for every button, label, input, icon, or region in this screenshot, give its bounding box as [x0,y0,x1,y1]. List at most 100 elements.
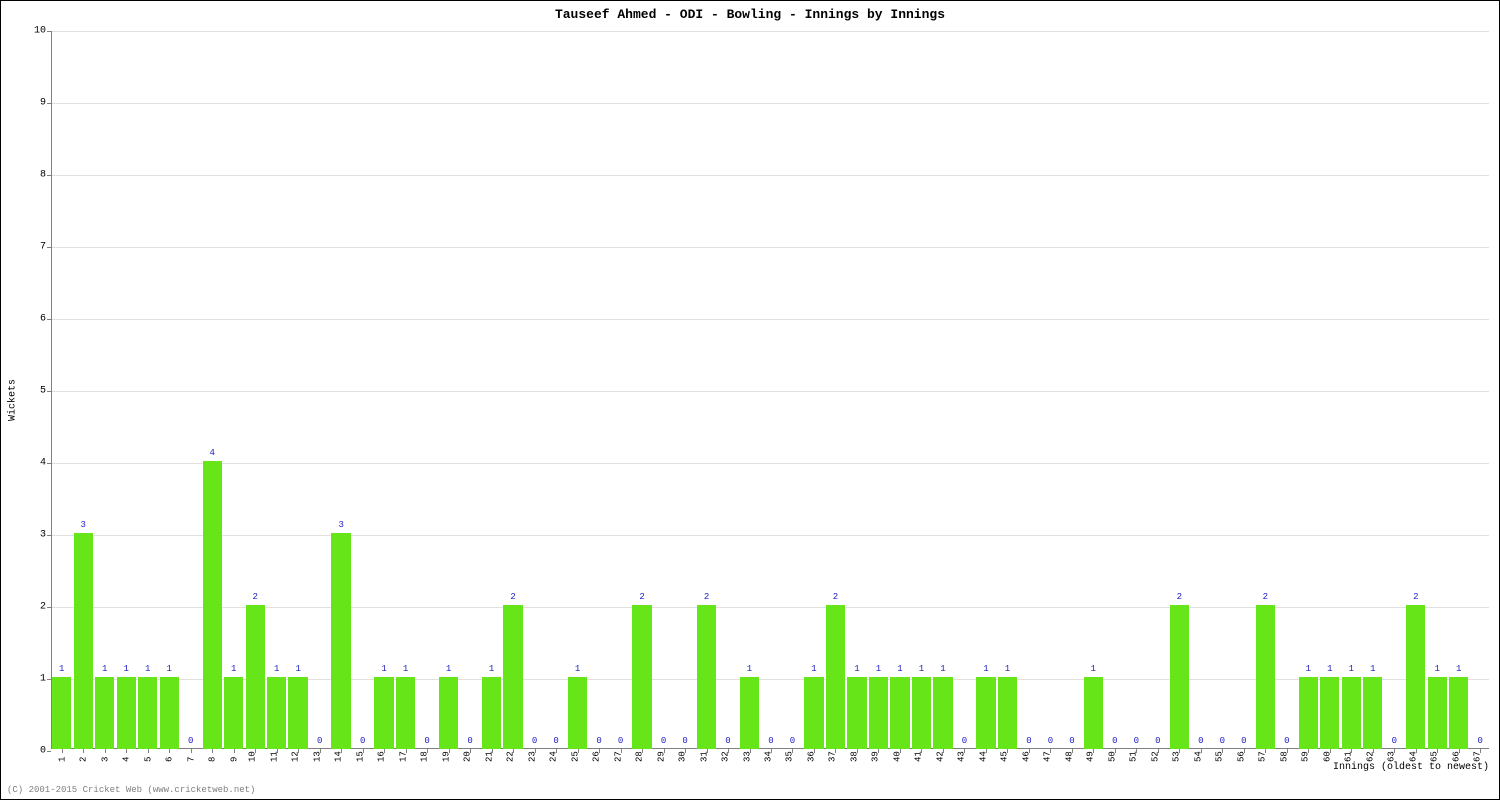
x-tick-label: 5 [143,757,153,762]
bar-value-label: 0 [317,736,322,746]
x-tick-label: 49 [1086,751,1096,762]
bar-value-label: 1 [381,664,386,674]
bar [804,677,823,749]
gridline [51,175,1489,176]
x-tick-label: 27 [613,751,623,762]
bar-value-label: 1 [811,664,816,674]
y-tick-mark [47,751,51,752]
bar-value-label: 0 [1112,736,1117,746]
bar-value-label: 0 [1048,736,1053,746]
x-tick-label: 37 [828,751,838,762]
bar-value-label: 2 [704,592,709,602]
chart-title: Tauseef Ahmed - ODI - Bowling - Innings … [1,7,1499,22]
bar [697,605,716,749]
x-tick-mark [105,749,106,753]
bar-value-label: 0 [532,736,537,746]
bar-value-label: 0 [725,736,730,746]
x-tick-label: 17 [398,751,408,762]
bar-value-label: 0 [467,736,472,746]
gridline [51,103,1489,104]
bar-value-label: 1 [102,664,107,674]
bar-value-label: 0 [1026,736,1031,746]
bar-value-label: 4 [209,448,214,458]
bar [95,677,114,749]
bar-value-label: 1 [1306,664,1311,674]
x-tick-mark [191,749,192,753]
bar-value-label: 2 [1413,592,1418,602]
x-axis-label: Innings (oldest to newest) [1333,762,1489,773]
x-tick-label: 23 [527,751,537,762]
bar-value-label: 0 [1241,736,1246,746]
x-tick-label: 47 [1043,751,1053,762]
bar-value-label: 1 [167,664,172,674]
x-tick-label: 55 [1215,751,1225,762]
bar [1299,677,1318,749]
bar [374,677,393,749]
bar [117,677,136,749]
y-tick-label: 6 [26,314,46,325]
x-tick-label: 14 [334,751,344,762]
bar [503,605,522,749]
x-tick-label: 44 [979,751,989,762]
bar-value-label: 0 [682,736,687,746]
x-tick-label: 57 [1258,751,1268,762]
x-tick-label: 67 [1473,751,1483,762]
x-tick-label: 20 [463,751,473,762]
bar-value-label: 0 [596,736,601,746]
bar-value-label: 1 [940,664,945,674]
bar-value-label: 1 [295,664,300,674]
bar-value-label: 2 [252,592,257,602]
bar-value-label: 0 [553,736,558,746]
bar-value-label: 1 [1370,664,1375,674]
x-tick-label: 52 [1150,751,1160,762]
bar [246,605,265,749]
x-tick-label: 29 [656,751,666,762]
x-tick-label: 33 [742,751,752,762]
x-tick-label: 31 [699,751,709,762]
y-tick-label: 5 [26,386,46,397]
plot-area: 0123456789101132131415160748192101111120… [51,31,1489,749]
bar [1170,605,1189,749]
x-tick-mark [126,749,127,753]
x-tick-label: 35 [785,751,795,762]
bar-value-label: 3 [81,520,86,530]
bar-value-label: 0 [1220,736,1225,746]
x-tick-label: 11 [269,751,279,762]
bar [890,677,909,749]
bar [74,533,93,749]
x-tick-label: 16 [377,751,387,762]
x-tick-label: 25 [570,751,580,762]
bar-value-label: 0 [1392,736,1397,746]
x-tick-label: 66 [1451,751,1461,762]
bar [482,677,501,749]
y-tick-label: 4 [26,458,46,469]
bar [1342,677,1361,749]
x-tick-label: 48 [1064,751,1074,762]
x-tick-label: 36 [807,751,817,762]
bar [740,677,759,749]
x-tick-label: 56 [1236,751,1246,762]
bar [976,677,995,749]
copyright-text: (C) 2001-2015 Cricket Web (www.cricketwe… [7,785,255,795]
bar [847,677,866,749]
gridline [51,391,1489,392]
y-tick-label: 7 [26,242,46,253]
gridline [51,463,1489,464]
bar [288,677,307,749]
bar-value-label: 1 [575,664,580,674]
bar-value-label: 1 [1435,664,1440,674]
bar [267,677,286,749]
bar-value-label: 0 [790,736,795,746]
bar-value-label: 0 [1284,736,1289,746]
x-tick-mark [83,749,84,753]
x-tick-label: 8 [207,757,217,762]
bar-value-label: 2 [639,592,644,602]
x-tick-label: 4 [122,757,132,762]
bar-value-label: 2 [833,592,838,602]
x-tick-label: 26 [592,751,602,762]
bar-value-label: 0 [188,736,193,746]
bar-value-label: 0 [1198,736,1203,746]
bar-value-label: 0 [618,736,623,746]
bar-value-label: 0 [360,736,365,746]
bar [826,605,845,749]
